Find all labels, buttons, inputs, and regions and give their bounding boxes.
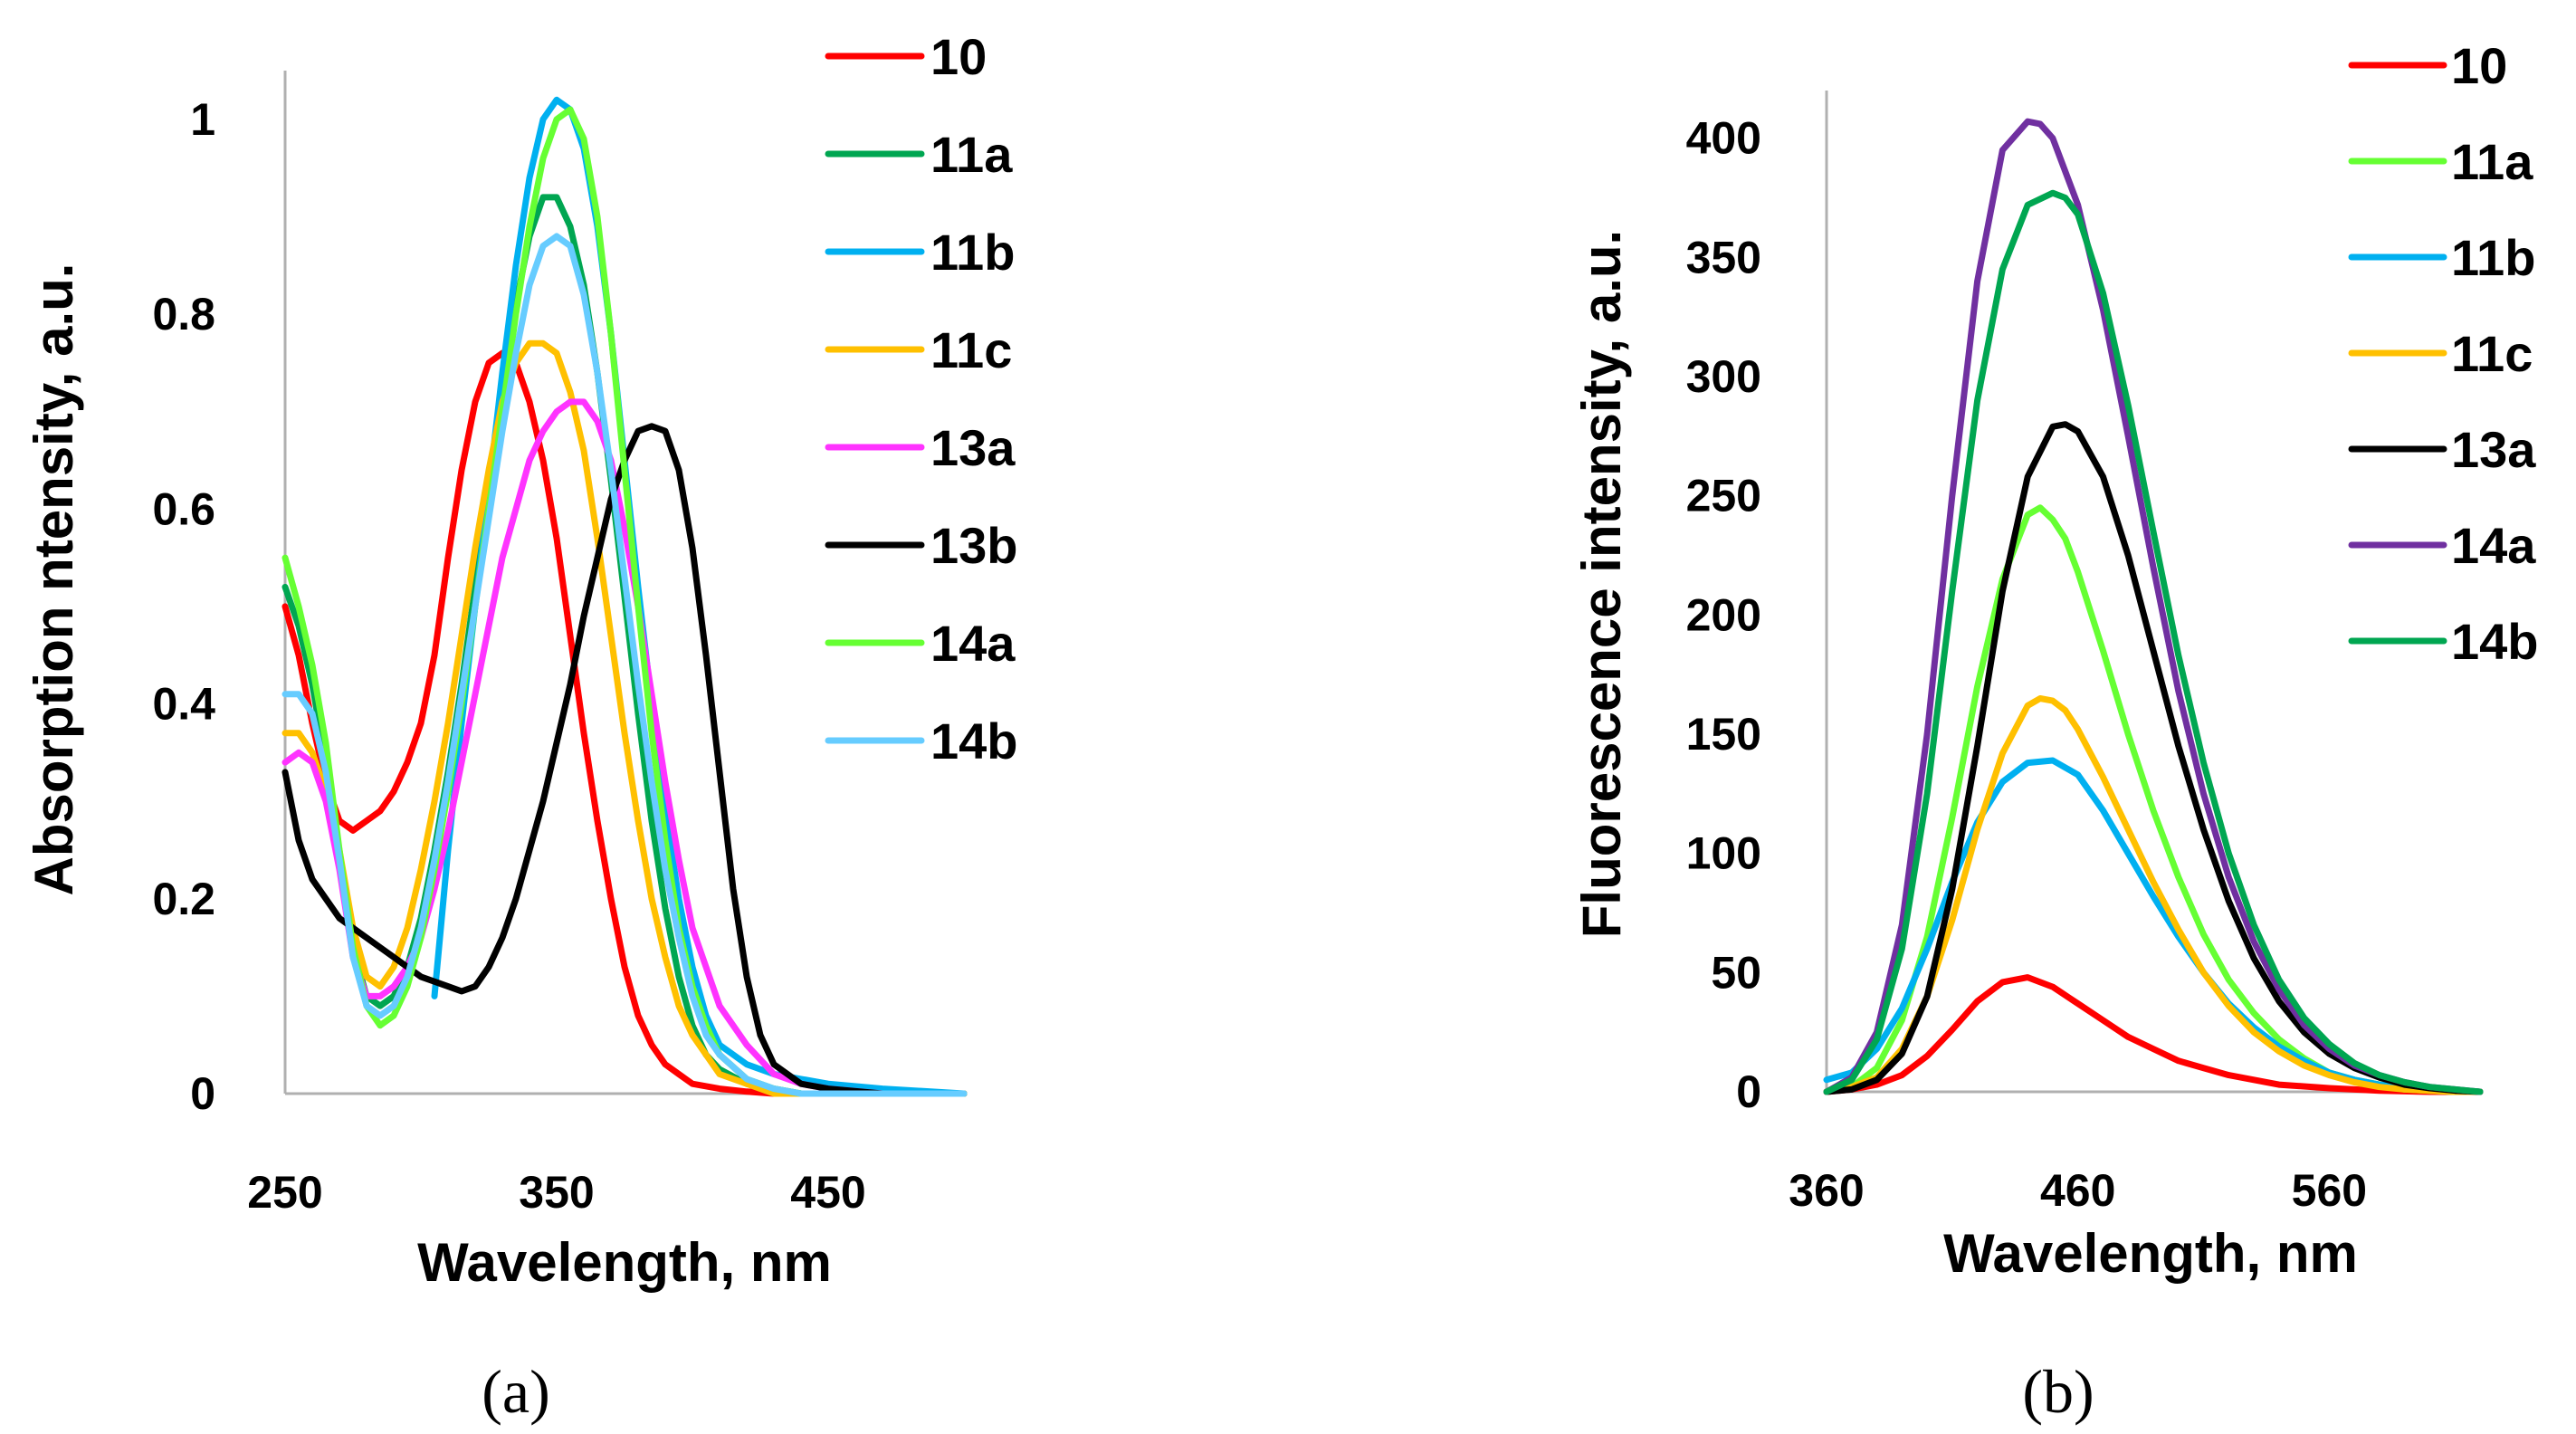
legend-label-14a: 14a <box>2451 517 2536 574</box>
absorption-x-tick-label: 250 <box>247 1167 322 1218</box>
fluorescence-y-tick-label: 200 <box>1686 589 1761 640</box>
fluorescence-series-group <box>1823 118 2484 1095</box>
absorption-series-group <box>281 96 968 1097</box>
absorption-series-14b <box>281 233 968 1097</box>
legend-item: 14b <box>825 712 1018 770</box>
legend-label-10: 10 <box>2451 37 2507 94</box>
legend-label-11b: 11b <box>930 224 1015 281</box>
fluorescence-x-tick-label: 360 <box>1789 1165 1864 1216</box>
fluorescence-y-tick-label: 350 <box>1686 232 1761 282</box>
legend-label-10: 10 <box>930 28 987 85</box>
legend-item: 13b <box>825 517 1018 574</box>
legend-item: 11b <box>2348 229 2535 286</box>
legend-label-13a: 13a <box>2451 421 2536 478</box>
legend-item: 10 <box>825 28 987 85</box>
legend-item: 14b <box>2348 613 2539 670</box>
legend-item: 13a <box>2348 421 2536 478</box>
legend-item: 11b <box>825 224 1015 281</box>
fluorescence-x-tick-label: 460 <box>2040 1165 2115 1216</box>
legend-item: 10 <box>2348 37 2507 94</box>
legend-item: 14a <box>825 615 1016 672</box>
absorption-y-ticks: 0 0.2 0.4 0.6 0.8 1 <box>152 94 215 1119</box>
absorption-chart: 0 0.2 0.4 0.6 0.8 1 250 350 450 Waveleng… <box>24 28 1018 1426</box>
fluorescence-legend: 10 11a 11b 11c 13a 14a <box>2348 37 2539 670</box>
legend-item: 14a <box>2348 517 2536 574</box>
absorption-y-tick-label: 0.6 <box>152 483 215 534</box>
absorption-y-tick-label: 0.4 <box>152 679 215 730</box>
legend-label-14b: 14b <box>2451 613 2539 670</box>
fluorescence-y-ticks: 0 50 100 150 200 250 300 350 400 <box>1686 113 1761 1117</box>
legend-item: 11a <box>2348 133 2533 190</box>
fluorescence-chart: 0 50 100 150 200 250 300 350 400 360 460… <box>1571 37 2539 1426</box>
legend-item: 13a <box>825 419 1016 476</box>
fluorescence-series-11c <box>1823 695 2484 1095</box>
absorption-legend: 10 11a 11b 11c 13a 13b <box>825 28 1018 770</box>
fluorescence-series-14b <box>1823 189 2484 1095</box>
absorption-series-13b <box>281 423 968 1097</box>
caption-a: (a) <box>482 1357 549 1426</box>
absorption-x-tick-label: 450 <box>790 1167 865 1218</box>
absorption-x-axis-title: Wavelength, nm <box>417 1232 832 1293</box>
fluorescence-series-10 <box>1823 974 2484 1095</box>
legend-item: 11a <box>825 126 1013 183</box>
absorption-y-tick-label: 0.8 <box>152 289 215 339</box>
absorption-x-ticks: 250 350 450 <box>247 1167 865 1218</box>
legend-label-13b: 13b <box>930 517 1018 574</box>
fluorescence-x-ticks: 360 460 560 <box>1789 1165 2367 1216</box>
legend-label-14b: 14b <box>930 712 1018 770</box>
fluorescence-y-axis-title: Fluorescence intensity, a.u. <box>1571 230 1632 938</box>
legend-label-11a: 11a <box>930 126 1013 183</box>
legend-label-11a: 11a <box>2451 133 2533 190</box>
fluorescence-y-tick-label: 300 <box>1686 351 1761 402</box>
legend-label-13a: 13a <box>930 419 1016 476</box>
absorption-x-tick-label: 350 <box>519 1167 594 1218</box>
legend-item: 11c <box>825 321 1012 378</box>
caption-b: (b) <box>2022 1357 2094 1426</box>
fluorescence-y-tick-label: 250 <box>1686 471 1761 521</box>
absorption-y-tick-label: 1 <box>190 94 215 145</box>
absorption-series-13a <box>281 398 968 1097</box>
fluorescence-y-tick-label: 150 <box>1686 709 1761 760</box>
fluorescence-y-tick-label: 100 <box>1686 828 1761 879</box>
fluorescence-x-tick-label: 560 <box>2292 1165 2367 1216</box>
legend-label-14a: 14a <box>930 615 1016 672</box>
legend-label-11c: 11c <box>930 321 1012 378</box>
fluorescence-y-tick-label: 400 <box>1686 113 1761 164</box>
fluorescence-y-tick-label: 50 <box>1711 947 1761 998</box>
fluorescence-y-tick-label: 0 <box>1736 1066 1761 1117</box>
absorption-series-11c <box>281 339 968 1097</box>
absorption-series-10 <box>281 349 968 1097</box>
legend-item: 11c <box>2348 325 2533 382</box>
absorption-y-tick-label: 0 <box>190 1068 215 1119</box>
legend-label-11c: 11c <box>2451 325 2533 382</box>
absorption-y-axis-title: Absorption ntensity, a.u. <box>24 263 84 896</box>
fluorescence-x-axis-title: Wavelength, nm <box>1943 1223 2358 1284</box>
absorption-y-tick-label: 0.2 <box>152 874 215 924</box>
legend-label-11b: 11b <box>2451 229 2535 286</box>
